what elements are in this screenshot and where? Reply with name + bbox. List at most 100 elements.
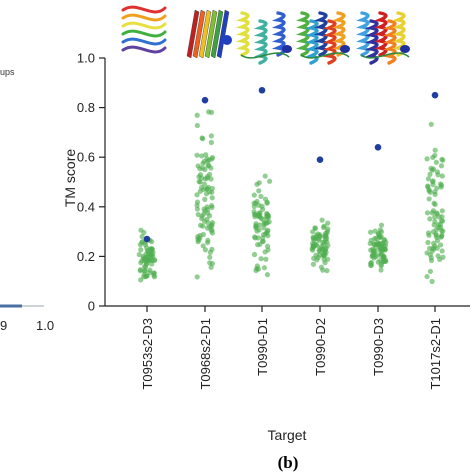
model-point xyxy=(426,232,432,238)
model-point xyxy=(199,153,205,159)
highlight-point xyxy=(143,235,151,243)
model-point xyxy=(325,226,331,232)
model-point xyxy=(194,274,200,280)
model-point xyxy=(261,232,267,238)
left-legend-text: ups xyxy=(0,67,15,77)
model-point xyxy=(194,192,200,198)
model-point xyxy=(199,215,205,222)
model-point xyxy=(427,189,433,195)
model-point xyxy=(319,217,325,223)
model-point xyxy=(430,182,436,188)
model-point xyxy=(195,211,201,218)
model-point xyxy=(258,215,264,221)
model-point xyxy=(430,178,436,184)
model-point xyxy=(194,122,200,129)
model-point xyxy=(201,211,207,217)
model-point xyxy=(430,154,436,161)
x-tick-label: T0990-D1 xyxy=(255,318,270,376)
model-point xyxy=(208,165,214,171)
model-point xyxy=(424,210,431,216)
y-tick-label: 1.0 xyxy=(77,51,95,66)
x-tick-label: T0968s2-D1 xyxy=(198,318,213,390)
model-point xyxy=(315,231,321,237)
model-point xyxy=(432,218,438,225)
model-point xyxy=(197,222,204,228)
model-point xyxy=(209,230,216,236)
model-point xyxy=(138,227,144,233)
model-point xyxy=(259,203,265,209)
model-point xyxy=(427,268,433,275)
model-point xyxy=(439,173,445,179)
model-point xyxy=(438,184,444,190)
model-point xyxy=(251,192,257,198)
model-point xyxy=(313,252,319,258)
y-tick-label: 0.6 xyxy=(77,150,95,165)
model-point xyxy=(208,133,214,139)
model-point xyxy=(437,242,444,248)
model-point xyxy=(148,254,154,260)
model-point xyxy=(433,227,440,233)
model-point xyxy=(311,243,317,249)
x-tick-label: T0953s2-D3 xyxy=(140,318,155,390)
model-point xyxy=(433,159,439,165)
protein-ribbon-beta-sheet-icon xyxy=(186,9,232,59)
model-point xyxy=(317,246,324,252)
highlight-points xyxy=(143,86,439,243)
model-point xyxy=(204,225,211,231)
chart-axes xyxy=(104,58,470,307)
x-tick-label: T0990-D2 xyxy=(313,318,328,376)
structure-thumbnails xyxy=(121,5,410,65)
model-point xyxy=(439,248,445,254)
model-point xyxy=(425,183,431,189)
model-point xyxy=(251,251,258,258)
model-point xyxy=(325,256,331,262)
model-point xyxy=(207,189,213,195)
model-point xyxy=(207,249,213,255)
model-point xyxy=(379,251,385,257)
model-point xyxy=(382,246,388,252)
model-point xyxy=(209,222,215,228)
model-point xyxy=(198,185,205,191)
model-point xyxy=(207,254,213,260)
model-point xyxy=(377,245,384,251)
model-point xyxy=(321,256,327,262)
model-point xyxy=(261,225,267,231)
protein-ribbon-alpha-helical-icon xyxy=(235,11,292,65)
model-point xyxy=(200,243,206,249)
model-point xyxy=(201,181,208,187)
model-point xyxy=(265,227,271,233)
model-point xyxy=(439,156,445,162)
model-point xyxy=(194,206,201,212)
model-point xyxy=(202,176,208,182)
model-point xyxy=(378,267,384,273)
model-point xyxy=(320,224,327,231)
model-point xyxy=(266,178,273,184)
model-point xyxy=(149,239,155,245)
model-point xyxy=(368,262,375,268)
model-point xyxy=(258,193,264,200)
model-point xyxy=(209,195,215,201)
model-point xyxy=(425,176,432,182)
model-point xyxy=(151,257,158,264)
scatter-points xyxy=(136,109,446,285)
model-point xyxy=(310,229,316,235)
model-point xyxy=(194,112,200,118)
model-point xyxy=(201,158,207,165)
model-point xyxy=(370,248,376,254)
y-tick-label: 0 xyxy=(88,299,95,314)
model-point xyxy=(262,173,268,179)
model-point xyxy=(265,233,271,239)
protein-ribbon-beta-sandwich-icon xyxy=(121,5,167,54)
model-point xyxy=(263,256,269,262)
model-point xyxy=(264,272,271,278)
model-point xyxy=(427,216,433,222)
highlight-point xyxy=(431,91,439,99)
left-x-tick-label: 1.0 xyxy=(36,318,54,333)
model-point xyxy=(439,214,445,220)
model-point xyxy=(264,210,270,217)
model-point xyxy=(383,239,389,246)
model-point xyxy=(199,135,205,141)
model-point xyxy=(207,171,213,178)
model-point xyxy=(256,188,262,194)
model-point xyxy=(202,196,208,202)
